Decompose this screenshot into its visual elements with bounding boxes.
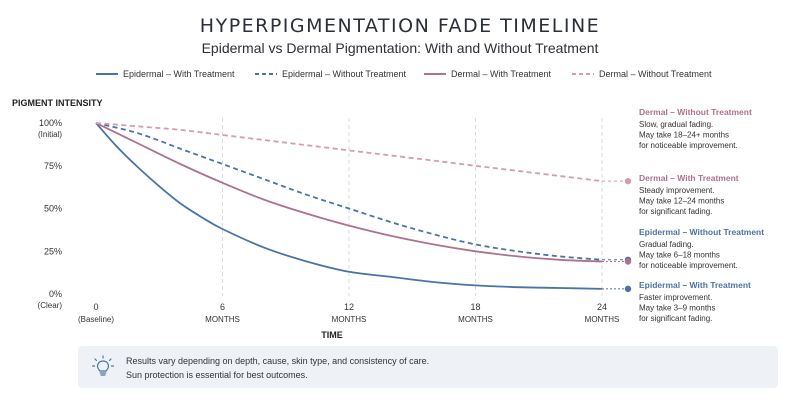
x-tick-sublabel: MONTHS <box>332 315 367 324</box>
annotation-line: for significant fading. <box>639 207 712 216</box>
lightbulb-icon <box>92 355 114 376</box>
y-tick-label: 0% <box>49 289 62 299</box>
annotation-line: Gradual fading. <box>639 240 694 249</box>
x-tick-label: 12 <box>344 302 354 312</box>
series-line-epidermal-without-treatment <box>95 122 603 261</box>
legend-label: Dermal – With Treatment <box>451 69 552 79</box>
x-tick-sublabel: MONTHS <box>458 315 493 324</box>
gridlines <box>222 118 603 296</box>
x-tick-18: 18 MONTHS <box>458 302 493 324</box>
annotation-title: Dermal – Without Treatment <box>639 107 752 117</box>
y-tick-label: 75% <box>44 161 62 171</box>
annotation-title: Dermal – With Treatment <box>639 173 739 183</box>
x-tick-24: 24 MONTHS <box>585 302 620 324</box>
series-line-dermal-with-treatment <box>95 122 603 263</box>
x-tick-6: 6 MONTHS <box>205 302 240 324</box>
x-tick-label: 24 <box>597 302 607 312</box>
series-end-marker-dermal-with-treatment <box>624 258 632 265</box>
note-box: Results vary depending on depth, cause, … <box>78 346 778 388</box>
x-tick-label: 0 <box>93 302 98 312</box>
legend-item-epidermal-with-treatment: Epidermal – With Treatment <box>96 69 235 79</box>
note-line-2: Sun protection is essential for best out… <box>126 370 308 380</box>
annotation-line: May take 6–18 months <box>639 251 720 260</box>
y-axis: 100% (Initial) 75% 50% 25% 0% (Clear) <box>38 118 63 310</box>
series-end-marker-epidermal-with-treatment <box>624 285 632 293</box>
legend-item-dermal-with-treatment: Dermal – With Treatment <box>424 69 552 79</box>
y-tick-label: 25% <box>44 246 62 256</box>
y-tick-sublabel: (Initial) <box>38 130 62 139</box>
legend-label: Dermal – Without Treatment <box>599 69 712 79</box>
x-tick-12: 12 MONTHS <box>332 302 367 324</box>
annotation-line: for noticeable improvement. <box>639 261 738 270</box>
note-line-1: Results vary depending on depth, cause, … <box>126 356 430 366</box>
annotation-epidermal-without-treatment: Epidermal – Without Treatment Gradual fad… <box>639 227 764 270</box>
annotation-line: Slow, gradual fading. <box>639 120 713 129</box>
y-tick-75: 75% <box>44 161 62 171</box>
y-tick-sublabel: (Clear) <box>38 301 63 310</box>
series-lines <box>95 122 632 293</box>
x-axis: 0 (Baseline) 6 MONTHS 12 MONTHS 18 MONTHS 24 MONT… <box>78 302 619 324</box>
legend-item-dermal-without-treatment: Dermal – Without Treatment <box>572 69 712 79</box>
annotation-epidermal-with-treatment: Epidermal – With Treatment Faster improve… <box>639 280 751 323</box>
annotation-title: Epidermal – Without Treatment <box>639 227 764 237</box>
annotation-line: for significant fading. <box>639 314 712 323</box>
legend: Epidermal – With Treatment Epidermal – Wi… <box>96 69 712 79</box>
y-tick-25: 25% <box>44 246 62 256</box>
note-text: Results vary depending on depth, cause, … <box>126 354 429 382</box>
x-tick-sublabel: (Baseline) <box>78 315 114 324</box>
y-tick-100: 100% (Initial) <box>38 118 62 139</box>
x-axis-title: TIME <box>321 330 343 340</box>
series-line-epidermal-with-treatment <box>95 122 603 290</box>
x-tick-sublabel: MONTHS <box>205 315 240 324</box>
annotation-dermal-with-treatment: Dermal – With Treatment Steady improvemen… <box>639 173 739 216</box>
legend-label: Epidermal – Without Treatment <box>282 69 407 79</box>
chart-title: HYPERPIGMENTATION FADE TIMELINE <box>200 15 600 37</box>
annotation-line: May take 3–9 months <box>639 304 715 313</box>
annotation-line: Faster improvement. <box>639 293 712 302</box>
annotation-dermal-without-treatment: Dermal – Without Treatment Slow, gradual … <box>639 107 752 150</box>
y-tick-0: 0% (Clear) <box>38 289 63 310</box>
legend-label: Epidermal – With Treatment <box>123 69 235 79</box>
annotation-line: May take 18–24+ months <box>639 131 729 140</box>
x-tick-0: 0 (Baseline) <box>78 302 114 324</box>
legend-item-epidermal-without-treatment: Epidermal – Without Treatment <box>255 69 407 79</box>
series-line-dermal-without-treatment <box>95 122 603 182</box>
x-tick-sublabel: MONTHS <box>585 315 620 324</box>
x-tick-label: 6 <box>220 302 225 312</box>
series-end-marker-dermal-without-treatment <box>624 177 632 185</box>
annotations: Dermal – Without Treatment Slow, gradual … <box>639 107 764 323</box>
y-tick-label: 100% <box>39 118 62 128</box>
annotation-line: Steady improvement. <box>639 186 715 195</box>
annotation-line: May take 12–24 months <box>639 197 724 206</box>
chart-subtitle: Epidermal vs Dermal Pigmentation: With a… <box>202 40 599 56</box>
y-tick-label: 50% <box>44 204 62 214</box>
x-tick-label: 18 <box>470 302 480 312</box>
annotation-title: Epidermal – With Treatment <box>639 280 751 290</box>
annotation-line: for noticeable improvement. <box>639 141 738 150</box>
y-axis-title: PIGMENT INTENSITY <box>12 98 103 108</box>
y-tick-50: 50% <box>44 204 62 214</box>
